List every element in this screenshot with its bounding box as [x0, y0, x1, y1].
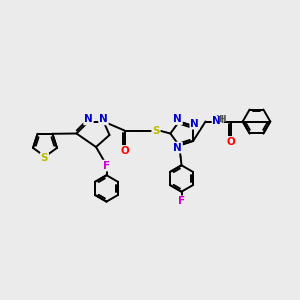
Text: N: N — [173, 114, 182, 124]
Text: N: N — [99, 114, 108, 124]
Text: H: H — [215, 115, 223, 125]
Text: S: S — [41, 153, 48, 163]
Text: N: N — [173, 142, 182, 153]
Text: H: H — [218, 115, 226, 124]
Text: N: N — [212, 116, 221, 127]
Text: N: N — [84, 114, 93, 124]
Text: O: O — [227, 137, 236, 147]
Text: F: F — [103, 160, 110, 171]
Text: F: F — [178, 196, 185, 206]
Text: N: N — [190, 119, 199, 129]
Text: O: O — [120, 146, 129, 156]
Text: S: S — [152, 125, 160, 136]
